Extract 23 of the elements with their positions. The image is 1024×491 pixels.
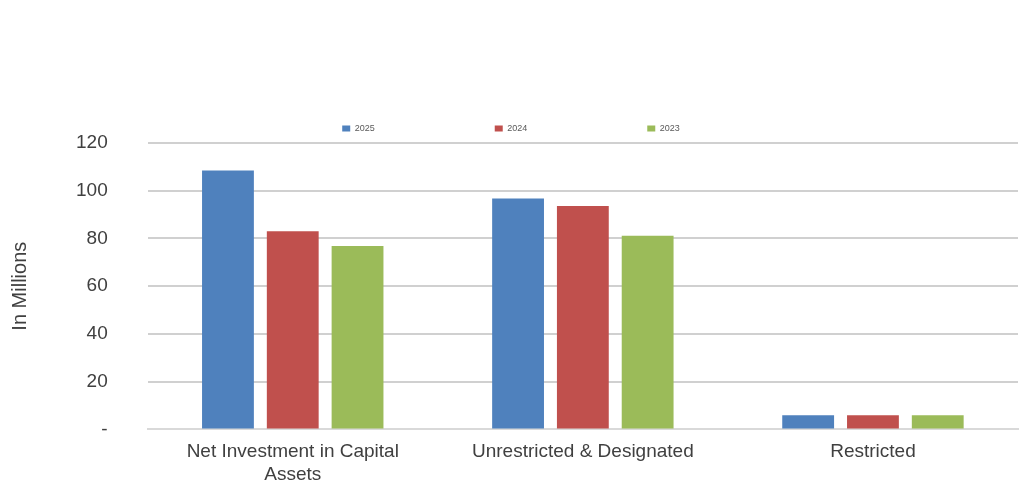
bar <box>911 415 964 429</box>
legend-label: 2024 <box>507 122 528 133</box>
x-tick-label: Net Investment in Capital Assets <box>186 440 399 484</box>
x-tick-label: Restricted <box>830 440 916 462</box>
bar <box>782 415 835 429</box>
y-tick-label: 80 <box>86 226 108 248</box>
y-tick-label: 100 <box>76 178 108 200</box>
x-tick-label: Unrestricted & Designated <box>471 440 694 462</box>
bar <box>266 231 319 429</box>
y-tick-label: - <box>101 417 108 439</box>
legend-label: 2023 <box>659 122 680 133</box>
bar <box>556 206 609 429</box>
bar <box>621 235 674 429</box>
bar <box>331 246 384 429</box>
bar <box>847 415 899 429</box>
y-tick-label: 120 <box>76 131 108 153</box>
bar <box>202 170 254 429</box>
bar <box>492 198 544 429</box>
y-axis-title: In Millions <box>7 241 30 331</box>
y-tick-label: 40 <box>86 322 108 344</box>
y-tick-label: 20 <box>86 369 108 391</box>
legend-label: 2025 <box>354 122 375 133</box>
y-tick-label: 60 <box>86 274 108 296</box>
